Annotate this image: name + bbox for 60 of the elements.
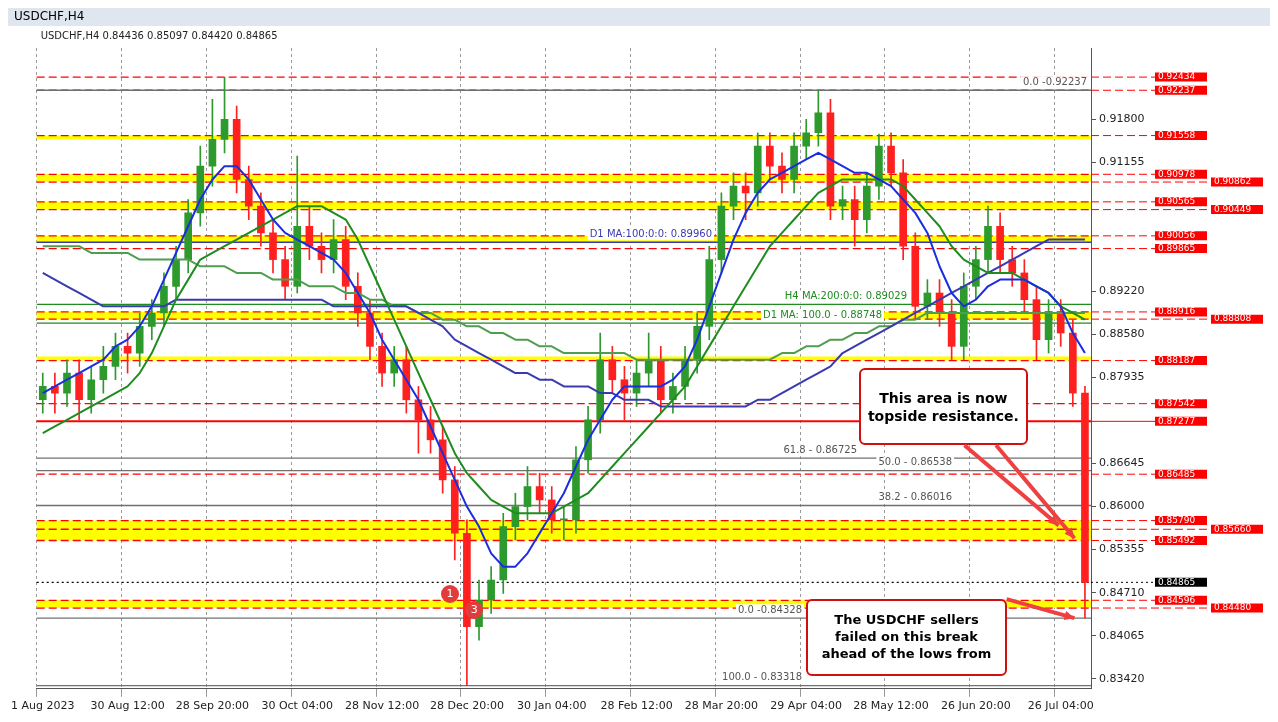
- x-tick-label: 28 Nov 12:00: [344, 699, 420, 713]
- y-tick-label: 0.91800: [1099, 112, 1145, 126]
- y-tick-label: 0.84065: [1099, 628, 1145, 642]
- ref-line-label: 0.84596: [1158, 594, 1196, 605]
- ref-line-label: D1 MA:100:0:0: 0.89960: [589, 227, 713, 239]
- ref-line-label: H4 MA:200:0:0: 0.89029: [784, 289, 908, 301]
- ref-line-label: 0.86485: [1158, 468, 1196, 479]
- ref-line-label: 0.88808: [1214, 313, 1252, 324]
- ref-line-label: 0.92237: [1158, 84, 1196, 95]
- x-tick-label: 28 Feb 12:00: [600, 699, 673, 713]
- x-tick-label: 26 Jun 20:00: [940, 699, 1011, 713]
- ref-line-label: 0.90449: [1214, 203, 1252, 214]
- x-tick-label: 26 Jul 04:00: [1027, 699, 1094, 713]
- x-tick-label: 30 Jan 04:00: [516, 699, 587, 713]
- x-tick-label: 30 Oct 04:00: [261, 699, 334, 713]
- annotation: 61.8 - 0.86725: [783, 443, 858, 455]
- x-tick-label: 1 Aug 2023: [11, 699, 75, 713]
- chart-subtitle: USDCHF,H4 0.84436 0.85097 0.84420 0.84865: [40, 30, 278, 41]
- ref-line-label: 0.88187: [1158, 354, 1196, 365]
- ref-line-label: 0.90056: [1158, 230, 1196, 241]
- ref-line-label: 0.92434: [1158, 71, 1196, 82]
- callout: The USDCHF sellers failed on this break ahead of the lows from: [806, 599, 1007, 676]
- annotation: 0.0 -0.92237: [1022, 75, 1087, 87]
- annotation: 100.0 - 0.83318: [722, 671, 803, 683]
- annotation: 38.2 - 0.86016: [878, 491, 953, 503]
- y-tick-label: 0.86000: [1099, 499, 1145, 513]
- ref-line-label: 0.84480: [1214, 602, 1252, 613]
- x-tick-label: 28 May 12:00: [853, 699, 929, 713]
- x-tick-label: 30 Aug 12:00: [90, 699, 165, 713]
- annotation: 50.0 - 0.86538: [878, 456, 953, 468]
- ref-line-label: 0.85790: [1158, 514, 1196, 525]
- ref-line-label: 0.84865: [1158, 576, 1196, 587]
- ref-line-label: D1 MA: 100.0 - 0.88748: [762, 308, 882, 320]
- ref-line-label: 0.89865: [1158, 242, 1196, 253]
- y-tick-label: 0.89220: [1099, 284, 1145, 298]
- x-tick-label: 28 Sep 20:00: [175, 699, 250, 713]
- y-tick-label: 0.87935: [1099, 370, 1145, 384]
- ref-line-label: 0.87277: [1158, 415, 1196, 426]
- y-tick-label: 0.91155: [1099, 155, 1145, 169]
- ref-line-label: 0.85660: [1214, 523, 1252, 534]
- y-tick-label: 0.83420: [1099, 671, 1145, 685]
- annotation: 0.0 -0.84328: [737, 603, 802, 615]
- y-tick-label: 0.85355: [1099, 542, 1145, 556]
- ref-line-label: 0.91558: [1158, 129, 1196, 140]
- y-tick-label: 0.86645: [1099, 456, 1145, 470]
- ref-line-label: 0.88916: [1158, 306, 1196, 317]
- ref-line-label: 0.90862: [1214, 176, 1252, 187]
- y-tick-label: 0.84710: [1099, 585, 1145, 599]
- x-tick-label: 28 Mar 20:00: [684, 699, 759, 713]
- ref-line-label: 0.90565: [1158, 196, 1196, 207]
- ref-line-label: 0.90978: [1158, 168, 1196, 179]
- ref-line-label: 0.87542: [1158, 397, 1196, 408]
- y-tick-label: 0.88580: [1099, 327, 1145, 341]
- x-tick-label: 29 Apr 04:00: [770, 699, 843, 713]
- callout: This area is now topside resistance.: [859, 368, 1028, 446]
- x-tick-label: 28 Dec 20:00: [429, 699, 504, 713]
- annotation: 3: [465, 600, 484, 619]
- ref-line-label: 0.85492: [1158, 534, 1196, 545]
- chart-title: USDCHF,H4: [8, 8, 1270, 26]
- annotation: 1: [440, 584, 459, 603]
